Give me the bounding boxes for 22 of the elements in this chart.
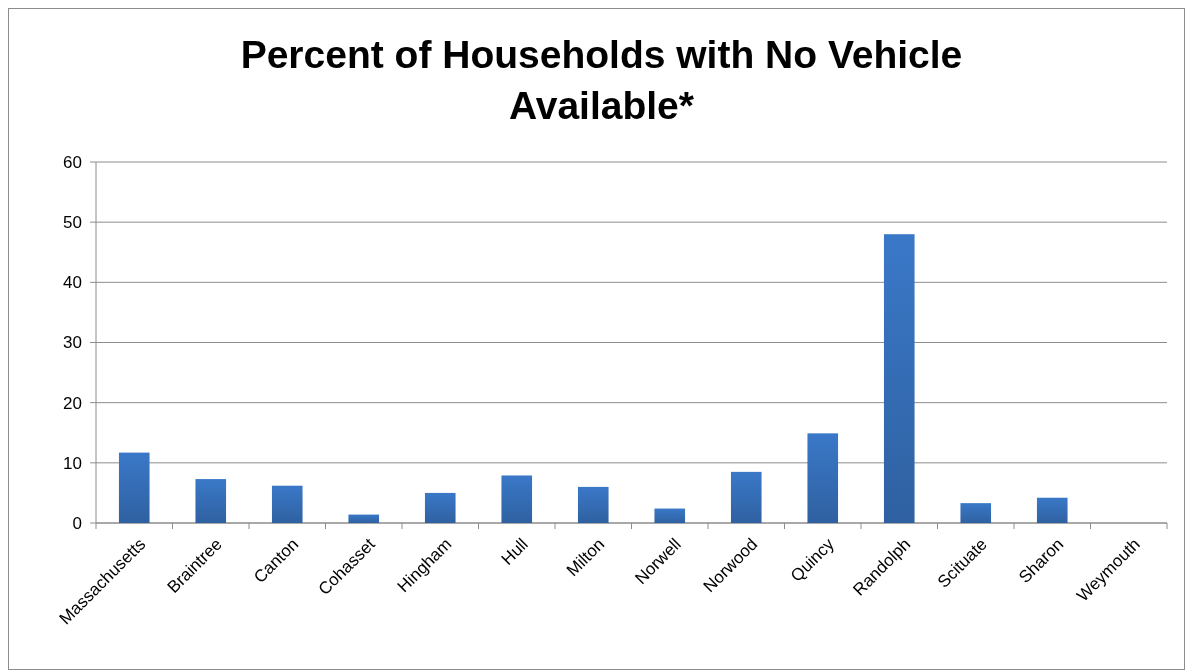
bar [118,452,150,523]
bar [195,479,227,523]
x-tick-label: Hull [497,534,532,569]
y-tick-label: 40 [63,273,82,293]
bar [807,433,839,523]
y-tick-label: 0 [72,513,82,533]
bar [960,503,992,523]
bar [501,475,533,523]
y-tick-label: 60 [63,152,82,172]
bar [577,486,609,523]
bar [424,492,456,523]
y-tick-label: 20 [63,393,82,413]
bar [348,514,380,523]
bar [730,471,762,523]
bar [883,234,915,523]
y-tick-label: 50 [63,213,82,233]
bar [1036,497,1068,523]
bar [654,508,686,523]
chart-title: Percent of Households with No Vehicle Available* [240,33,963,127]
y-tick-label: 30 [63,333,82,353]
bar [271,485,303,523]
y-tick-label: 10 [63,453,82,473]
